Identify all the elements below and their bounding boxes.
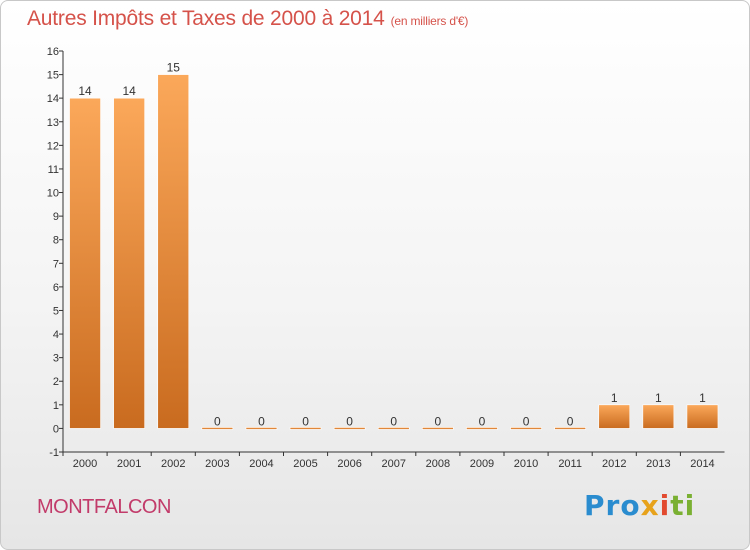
y-tick-label: 12 (47, 140, 59, 152)
x-tick-label: 2006 (337, 458, 361, 470)
data-label: 14 (78, 84, 92, 98)
y-tick-label: 8 (53, 235, 59, 247)
bar (554, 427, 586, 430)
y-tick-label: 13 (47, 117, 59, 129)
x-tick-label: 2001 (117, 458, 141, 470)
chart-title-text: Autres Impôts et Taxes de 2000 à 2014 (27, 7, 385, 30)
y-tick-label: 2 (53, 376, 59, 388)
y-tick-label: 14 (47, 93, 59, 105)
bar (289, 427, 322, 430)
bar (69, 97, 101, 429)
y-tick-label: 4 (53, 329, 59, 341)
chart-title: Autres Impôts et Taxes de 2000 à 2014 (en… (27, 7, 468, 31)
x-tick-label: 2009 (470, 458, 494, 470)
bar (113, 97, 145, 429)
data-label: 0 (567, 414, 574, 428)
data-label: 0 (435, 414, 442, 428)
bar (686, 404, 719, 429)
proxiti-logo: Proxiti (584, 489, 695, 522)
bar (510, 427, 542, 430)
x-tick-label: 2011 (558, 458, 582, 470)
y-tick-label: 11 (48, 164, 59, 176)
x-tick-label: 2008 (426, 458, 450, 470)
y-tick-label: 0 (53, 423, 59, 435)
y-tick-label: 7 (53, 258, 59, 270)
bar (642, 404, 675, 429)
y-tick-label: 5 (53, 305, 59, 317)
logo-part-4: ti (670, 489, 696, 522)
bar (245, 427, 278, 430)
x-tick-label: 2005 (293, 458, 317, 470)
logo-part-3: i (659, 489, 671, 522)
y-tick-label: 15 (47, 70, 59, 82)
data-label: 0 (258, 414, 265, 428)
data-label: 0 (390, 414, 397, 428)
x-tick-label: 2000 (73, 458, 97, 470)
y-tick-label: 3 (53, 353, 59, 365)
bar (333, 427, 366, 430)
data-label: 0 (523, 414, 530, 428)
bar (377, 427, 410, 430)
x-tick-label: 2013 (646, 458, 670, 470)
data-label: 1 (699, 391, 706, 405)
bar (201, 427, 234, 430)
data-labels: 14 14 15 0 0 0 0 0 0 0 0 0 1 1 1 (78, 61, 706, 429)
bars (69, 74, 719, 430)
bar (598, 404, 631, 429)
data-label: 0 (346, 414, 353, 428)
data-label: 0 (214, 414, 221, 428)
x-tick-label: 2007 (382, 458, 406, 470)
location-name: MONTFALCON (37, 496, 171, 518)
x-tick-label: 2003 (205, 458, 229, 470)
data-label: 0 (302, 414, 309, 428)
bar (157, 74, 190, 429)
y-tick-label: 9 (53, 211, 59, 223)
x-tick-label: 2002 (161, 458, 185, 470)
x-tick-label: 2012 (602, 458, 626, 470)
x-tick-label: 2010 (514, 458, 538, 470)
data-label: 14 (122, 84, 136, 98)
data-label: 1 (655, 391, 662, 405)
data-label: 15 (167, 61, 181, 75)
bar (466, 427, 498, 430)
y-tick-label: 10 (47, 188, 59, 200)
chart-subtitle: (en milliers d'€) (390, 14, 469, 28)
y-tick-label: 1 (53, 400, 59, 412)
x-tick-label: 2004 (249, 458, 273, 470)
data-label: 1 (611, 391, 618, 405)
logo-part-1: Pro (584, 489, 641, 522)
y-tick-label: 16 (47, 46, 59, 58)
y-tick-label: 6 (53, 282, 59, 294)
y-tick-label: -1 (49, 447, 59, 459)
logo-part-2: x (640, 489, 660, 522)
bar (422, 427, 454, 430)
x-tick-label: 2014 (690, 458, 714, 470)
data-label: 0 (479, 414, 486, 428)
